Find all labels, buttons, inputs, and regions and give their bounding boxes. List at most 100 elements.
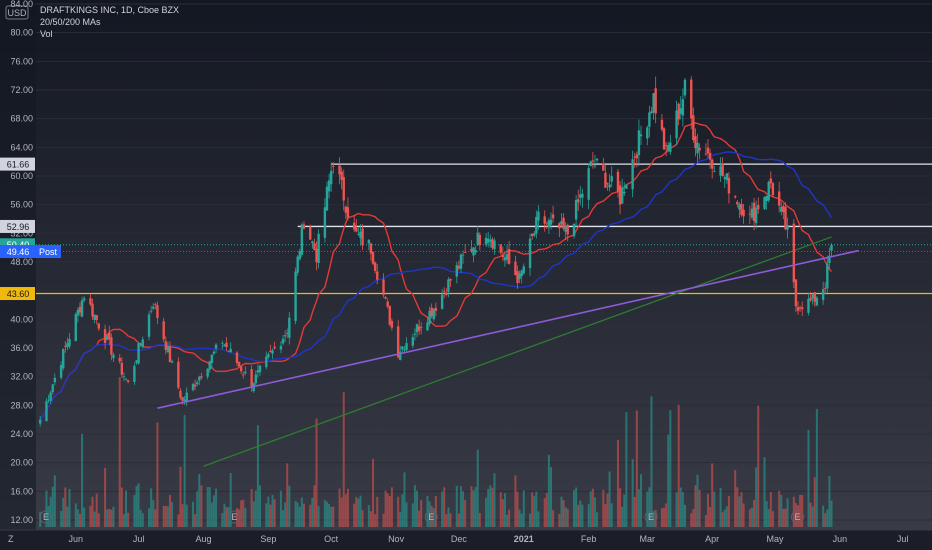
candle-body (269, 350, 272, 353)
volume-bar (252, 501, 255, 527)
volume-bar (635, 410, 638, 527)
symbol-title[interactable]: DRAFTKINGS INC, 1D, Cboe BZX (40, 5, 180, 15)
candle-body (89, 298, 92, 305)
candle-body (801, 307, 804, 310)
volume-bar (558, 513, 561, 527)
candle-body (794, 279, 798, 307)
candle-body (288, 317, 291, 338)
candle-body (112, 354, 115, 359)
volume-bar (740, 492, 743, 527)
volume-bar (374, 514, 377, 527)
candle-body (654, 88, 657, 114)
candle-body (93, 314, 96, 320)
candle-body (311, 241, 314, 244)
candle-body (503, 257, 507, 261)
candle-body (294, 271, 297, 322)
candle-body (137, 343, 140, 364)
volume-bar (721, 512, 724, 527)
volume-bar (353, 503, 356, 527)
price-tick-label: 20.00 (10, 458, 33, 468)
price-badge (0, 157, 35, 171)
candle-body (727, 177, 731, 194)
candle-body (574, 200, 578, 220)
volume-bar (430, 505, 433, 527)
volume-bar (282, 510, 285, 527)
candle-body (353, 222, 356, 230)
candle-body (710, 159, 714, 169)
candle-body (478, 234, 482, 245)
ma-indicator-label[interactable]: 20/50/200 MAs (40, 17, 101, 27)
candle-body (281, 338, 285, 344)
candle-body (302, 224, 306, 229)
candle-body (388, 305, 391, 325)
price-tick-label: 12.00 (10, 515, 33, 525)
candle-body (164, 341, 167, 350)
candle-body (706, 147, 710, 154)
candle-body (384, 296, 387, 299)
candle-body (713, 171, 716, 173)
candle-body (447, 279, 450, 292)
price-axis[interactable]: USD 80.00 76.00 72.00 68.00 64.00 60.00 56.00 52… (0, 0, 36, 550)
candle-body (265, 356, 268, 368)
volume-bar (51, 486, 54, 527)
volume-bar (826, 509, 829, 527)
candle-body (426, 322, 429, 331)
volume-bar (692, 509, 695, 527)
post-market-tag-label: Post (39, 247, 58, 257)
price-tick-label: 28.00 (10, 400, 33, 410)
candle-body (208, 361, 211, 370)
volume-bar (225, 507, 228, 527)
candle-body (740, 203, 743, 215)
volume-indicator-label[interactable]: Vol (40, 29, 53, 39)
candle-body (200, 376, 203, 378)
volume-bar (238, 509, 241, 527)
volume-bar (799, 494, 802, 527)
candle-body (97, 323, 101, 329)
volume-bar (562, 500, 565, 527)
earnings-marker-label: E (231, 512, 237, 522)
candle-body (317, 233, 320, 264)
volume-bar (221, 513, 224, 527)
volume-bar (769, 492, 772, 527)
volume-bar (154, 509, 157, 527)
volume-bar (317, 505, 320, 527)
candle-body (560, 221, 563, 225)
volume-bar (62, 497, 65, 527)
time-axis[interactable]: Jun Jul Aug Sep Oct Nov Dec 2021 Feb Mar Apr May Jun… (0, 529, 932, 550)
volume-bar (384, 490, 387, 527)
candle-body (780, 206, 783, 212)
candle-body (771, 183, 775, 196)
volume-bar (162, 505, 165, 527)
candle-body (754, 207, 758, 224)
candle-body (507, 249, 511, 264)
volume-bar (346, 488, 349, 527)
candle-body (474, 249, 477, 253)
volume-bar (445, 514, 448, 527)
volume-bar (367, 505, 370, 527)
month-label: Jul (897, 534, 909, 544)
candle-body (434, 307, 438, 311)
volume-bar (822, 505, 825, 527)
volume-bar (623, 494, 626, 527)
candle-body (110, 337, 113, 355)
candle-body (323, 207, 327, 238)
candle-body (258, 365, 262, 373)
volume-bar (386, 493, 389, 527)
volume-bar (681, 492, 684, 527)
volume-bar (64, 487, 67, 527)
volume-bar (665, 503, 668, 527)
candle-body (618, 185, 622, 205)
volume-bar (106, 509, 109, 527)
price-tick-label: 72.00 (10, 85, 33, 95)
candle-body (185, 392, 188, 403)
candle-body (415, 324, 419, 333)
candle-body (325, 186, 329, 211)
candle-body (210, 354, 214, 364)
post-market-tag (35, 245, 61, 259)
candle-body (78, 307, 82, 313)
price-badge-label: 52.96 (7, 222, 30, 232)
candle-body (639, 134, 643, 137)
